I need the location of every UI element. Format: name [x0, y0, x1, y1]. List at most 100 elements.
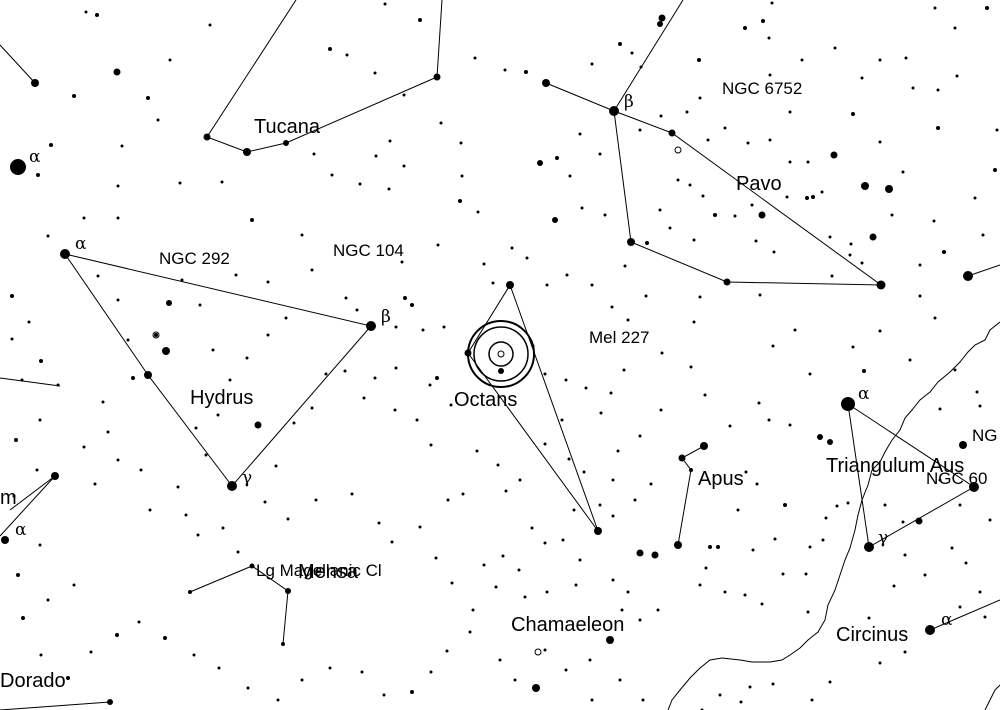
star: [429, 670, 433, 674]
star: [678, 454, 686, 462]
star: [286, 517, 290, 521]
star: [582, 470, 586, 474]
star: [433, 73, 441, 81]
star: [804, 572, 808, 576]
star: [245, 356, 249, 360]
star: [510, 246, 514, 250]
star: [860, 76, 864, 80]
star: [542, 79, 550, 87]
star: [599, 411, 603, 415]
star: [611, 514, 615, 518]
star: [878, 329, 882, 333]
star: [374, 154, 378, 158]
star: [611, 578, 615, 582]
star: [564, 668, 568, 672]
star: [274, 464, 278, 468]
star: [518, 478, 522, 482]
star: [565, 273, 569, 277]
variable-star-marker: [203, 133, 211, 141]
star: [449, 403, 453, 407]
star: [1, 536, 9, 544]
star: [561, 538, 565, 542]
star: [345, 53, 349, 57]
star: [496, 463, 500, 467]
star: [588, 658, 592, 662]
star: [758, 293, 762, 297]
greek-hydrus-beta: β: [381, 307, 391, 327]
star: [901, 170, 905, 174]
star: [743, 593, 747, 597]
star: [96, 274, 100, 278]
star: [192, 653, 196, 657]
star: [403, 296, 407, 300]
pavo-lines: [545, 0, 883, 286]
label-triangulum-australe: Triangulum Aus: [826, 455, 964, 477]
star: [428, 383, 432, 387]
star: [590, 62, 594, 66]
label-pavo: Pavo: [736, 173, 782, 195]
star: [116, 216, 120, 220]
star: [188, 590, 192, 594]
star: [410, 690, 414, 694]
star: [958, 503, 962, 507]
star: [72, 94, 76, 98]
star: [995, 128, 999, 132]
star: [254, 421, 262, 429]
star: [517, 568, 521, 572]
star: [578, 558, 582, 562]
star: [458, 199, 462, 203]
star: [598, 152, 602, 156]
star: [890, 213, 894, 217]
star: [543, 541, 547, 545]
star: [204, 453, 208, 457]
star: [358, 182, 362, 186]
star: [736, 508, 740, 512]
star: [718, 693, 722, 697]
star: [504, 489, 508, 493]
star: [101, 400, 105, 404]
star: [204, 134, 210, 140]
star: [689, 468, 693, 472]
star: [154, 333, 158, 337]
star: [394, 366, 398, 370]
star: [39, 653, 43, 657]
star: [626, 318, 630, 322]
star: [810, 698, 814, 702]
star: [388, 139, 392, 143]
star: [266, 333, 270, 337]
star: [867, 616, 871, 620]
edge-line-right: [967, 264, 1000, 277]
star: [988, 518, 992, 522]
star: [892, 584, 896, 588]
star: [350, 492, 354, 496]
star: [144, 371, 152, 379]
star: [51, 472, 59, 480]
star: [701, 194, 705, 198]
star: [659, 114, 663, 118]
star: [692, 320, 696, 324]
star: [501, 554, 505, 558]
star: [10, 294, 14, 298]
star: [131, 376, 135, 380]
star: [864, 542, 874, 552]
star: [418, 18, 422, 22]
star: [113, 68, 121, 76]
star: [400, 260, 404, 264]
star: [771, 344, 775, 348]
star: [739, 700, 743, 704]
star: [862, 369, 866, 373]
star: [93, 482, 97, 486]
star: [198, 303, 202, 307]
star: [366, 321, 376, 331]
star: [878, 140, 882, 144]
star: [658, 14, 666, 22]
star: [610, 305, 614, 309]
edge-line-bottom-left: [0, 701, 111, 710]
star: [849, 242, 853, 246]
star: [543, 442, 547, 446]
star: [606, 636, 614, 644]
label-ngc-292: NGC 292: [159, 249, 230, 268]
star: [402, 93, 406, 97]
star: [446, 498, 450, 502]
star: [622, 368, 626, 372]
